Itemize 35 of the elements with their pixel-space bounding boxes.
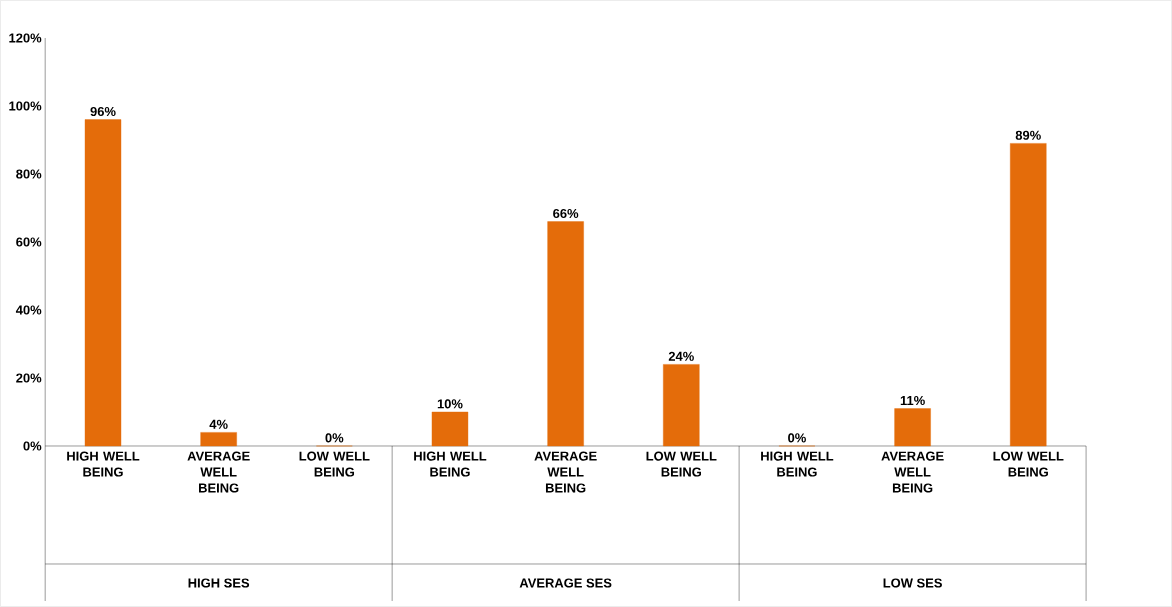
y-tick-label: 60% xyxy=(16,237,42,247)
x-tick-label: AVERAGE WELL BEING xyxy=(187,451,250,493)
text: HIGH SES xyxy=(188,578,250,588)
data-label: 0% xyxy=(325,433,344,443)
bar xyxy=(547,221,584,447)
x-tick-label: LOW WELL BEING xyxy=(299,451,370,477)
bar xyxy=(84,119,122,447)
data-label: 4% xyxy=(209,419,228,429)
x-tick-label: AVERAGE WELL BEING xyxy=(534,451,597,493)
x-tick-label: HIGH WELL BEING xyxy=(67,451,140,477)
data-label: 11% xyxy=(900,395,925,406)
y-tick-label: 0% xyxy=(23,441,42,451)
data-label: 10% xyxy=(437,399,463,409)
data-label: 0% xyxy=(788,433,806,443)
bar xyxy=(894,408,931,447)
data-label: 24% xyxy=(668,351,694,361)
data-label: 66% xyxy=(553,208,579,219)
x-tick-label: AVERAGE WELL BEING xyxy=(881,451,944,493)
y-tick-label: 120% xyxy=(9,33,42,43)
bar xyxy=(1010,143,1047,447)
x-tick-label: LOW WELL BEING xyxy=(646,451,717,477)
bar xyxy=(431,411,469,447)
bar xyxy=(663,364,700,447)
y-tick-label: 40% xyxy=(15,305,42,315)
bar xyxy=(200,432,237,447)
x-tick-label: HIGH WELL BEING xyxy=(414,451,487,477)
text: LOW SES xyxy=(883,578,942,588)
data-label: 96% xyxy=(90,106,116,117)
x-tick-label: LOW WELL BEING xyxy=(993,451,1064,477)
y-tick-label: 80% xyxy=(16,169,42,179)
y-tick-label: 20% xyxy=(16,373,42,383)
data-label: 89% xyxy=(1015,130,1041,140)
x-tick-label: HIGH WELL BEING xyxy=(761,451,834,477)
y-tick-label: 100% xyxy=(9,101,42,111)
text: AVERAGE SES xyxy=(519,578,612,588)
